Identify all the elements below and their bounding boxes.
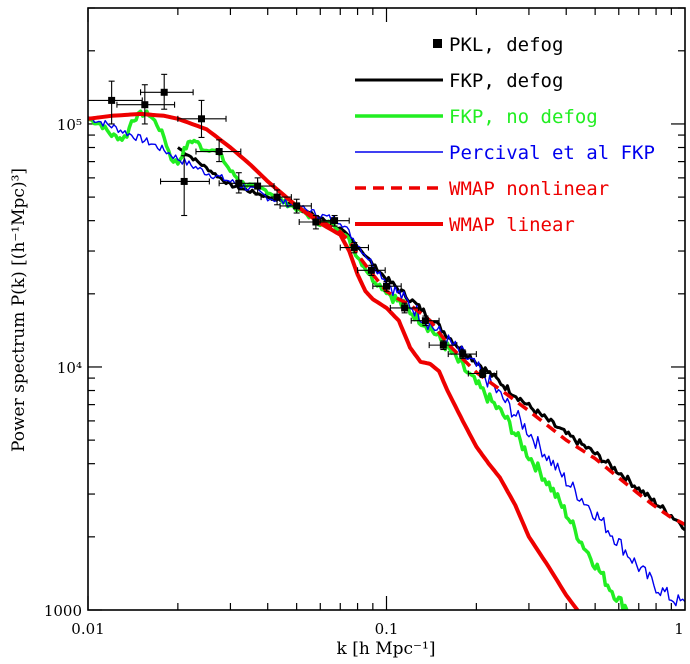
data-point-marker (367, 266, 375, 274)
data-point-marker (293, 202, 301, 210)
pkl-data-point (195, 139, 242, 163)
pkl-data-point (339, 242, 369, 254)
data-point-marker (401, 304, 409, 312)
data-point-marker (479, 370, 487, 378)
data-point-marker (439, 341, 447, 349)
legend-entry: WMAP nonlinear (355, 178, 609, 200)
y-tick-label: 1000 (44, 602, 82, 620)
legend-marker (433, 39, 442, 48)
data-point-marker (254, 182, 262, 190)
series-fkp-no-defog-line (88, 109, 630, 610)
data-point-marker (331, 217, 339, 225)
pkl-data-point (319, 214, 350, 227)
data-point-marker (108, 96, 116, 104)
x-tick-label: 1 (674, 620, 684, 638)
data-point-marker (350, 244, 358, 252)
pkl-data-point (357, 264, 386, 277)
legend-entry: PKL, defog (433, 34, 563, 56)
x-tick-label: 0.1 (375, 620, 399, 638)
pkl-data-point (140, 73, 194, 110)
tick-labels: 0.01 0.1 1 1000 10⁴ 10⁵ (44, 116, 684, 638)
data-point-marker (197, 115, 205, 123)
series-wmap-nonlinear-line (88, 112, 685, 526)
series-wmap-linear-line (88, 111, 580, 610)
data-point-marker (383, 282, 390, 290)
data-point-marker (459, 350, 467, 358)
x-tick-label: 0.01 (71, 620, 104, 638)
x-axis-label: k [h Mpc⁻¹] (337, 639, 436, 659)
pkl-data-point (447, 349, 477, 359)
data-point-marker (312, 218, 320, 226)
legend-label: WMAP nonlinear (449, 178, 609, 200)
legend-label: Percival et al FKP (449, 142, 655, 164)
data-point-marker (421, 317, 429, 325)
legend-entry: FKP, no defog (355, 106, 598, 128)
pkl-data-point (159, 155, 210, 217)
data-point-marker (180, 177, 188, 185)
legend-label: WMAP linear (449, 214, 575, 236)
pkl-data-point (279, 198, 312, 214)
y-tick-label: 10⁴ (57, 359, 82, 377)
pkl-data-point (372, 280, 402, 292)
plot-series (88, 73, 685, 610)
plot-frame (87, 7, 686, 611)
data-point-marker (160, 88, 168, 96)
legend-entry: WMAP linear (355, 214, 575, 236)
pkl-data-point (88, 80, 143, 125)
legend-label: PKL, defog (449, 34, 563, 56)
y-tick-label: 10⁵ (57, 116, 82, 134)
pkl-data-point (389, 302, 420, 314)
legend: PKL, defog FKP, defog FKP, no defog Perciva… (355, 34, 655, 236)
y-axis-label: Power spectrum P(k) [(h⁻¹Mpc)³] (9, 168, 29, 452)
pkl-data-point (298, 214, 332, 230)
legend-label: FKP, no defog (449, 106, 598, 128)
pkl-data-point (177, 99, 227, 138)
series-fkp-defog-line (176, 146, 685, 532)
pkl-data-point (116, 84, 176, 125)
pkl-data-point (467, 369, 498, 379)
pkl-data-point (428, 340, 458, 351)
legend-entry: Percival et al FKP (355, 142, 655, 164)
legend-entry: FKP, defog (355, 70, 563, 92)
legend-label: FKP, defog (449, 70, 563, 92)
data-point-marker (141, 101, 149, 109)
pkl-data-point (410, 315, 440, 327)
pkl-data-point (260, 189, 292, 206)
pkl-data-point (238, 177, 275, 196)
data-point-marker (273, 193, 281, 201)
data-point-marker (215, 148, 223, 156)
